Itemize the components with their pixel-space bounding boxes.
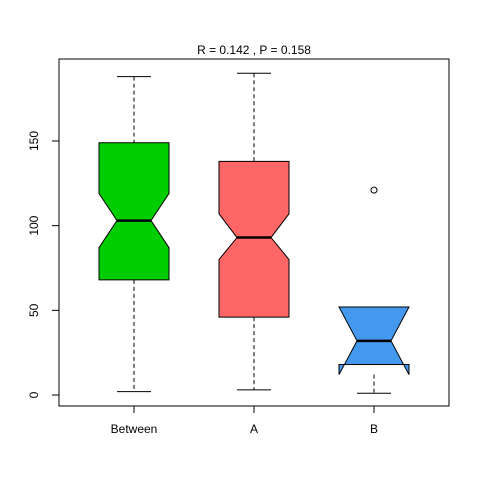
- y-tick-label-50: 50: [27, 303, 41, 317]
- y-tick-label-100: 100: [27, 215, 41, 235]
- x-tick-label-Between: Between: [111, 422, 158, 436]
- box-Between: [98, 76, 170, 393]
- x-tick-label-B: B: [370, 422, 378, 436]
- box-B: [338, 186, 410, 394]
- box-body-Between: [98, 142, 170, 281]
- box-body-A: [218, 160, 290, 318]
- outlier-B-0: [370, 186, 378, 194]
- y-tick-label-0: 0: [27, 391, 41, 398]
- plot-area: 0 50 100 150 Between A B: [27, 72, 410, 436]
- plot-frame: [58, 58, 450, 407]
- y-tick-label-150: 150: [27, 131, 41, 151]
- x-tick-label-A: A: [250, 422, 258, 436]
- chart-title: R = 0.142 , P = 0.158: [197, 43, 311, 57]
- box-A: [218, 72, 290, 391]
